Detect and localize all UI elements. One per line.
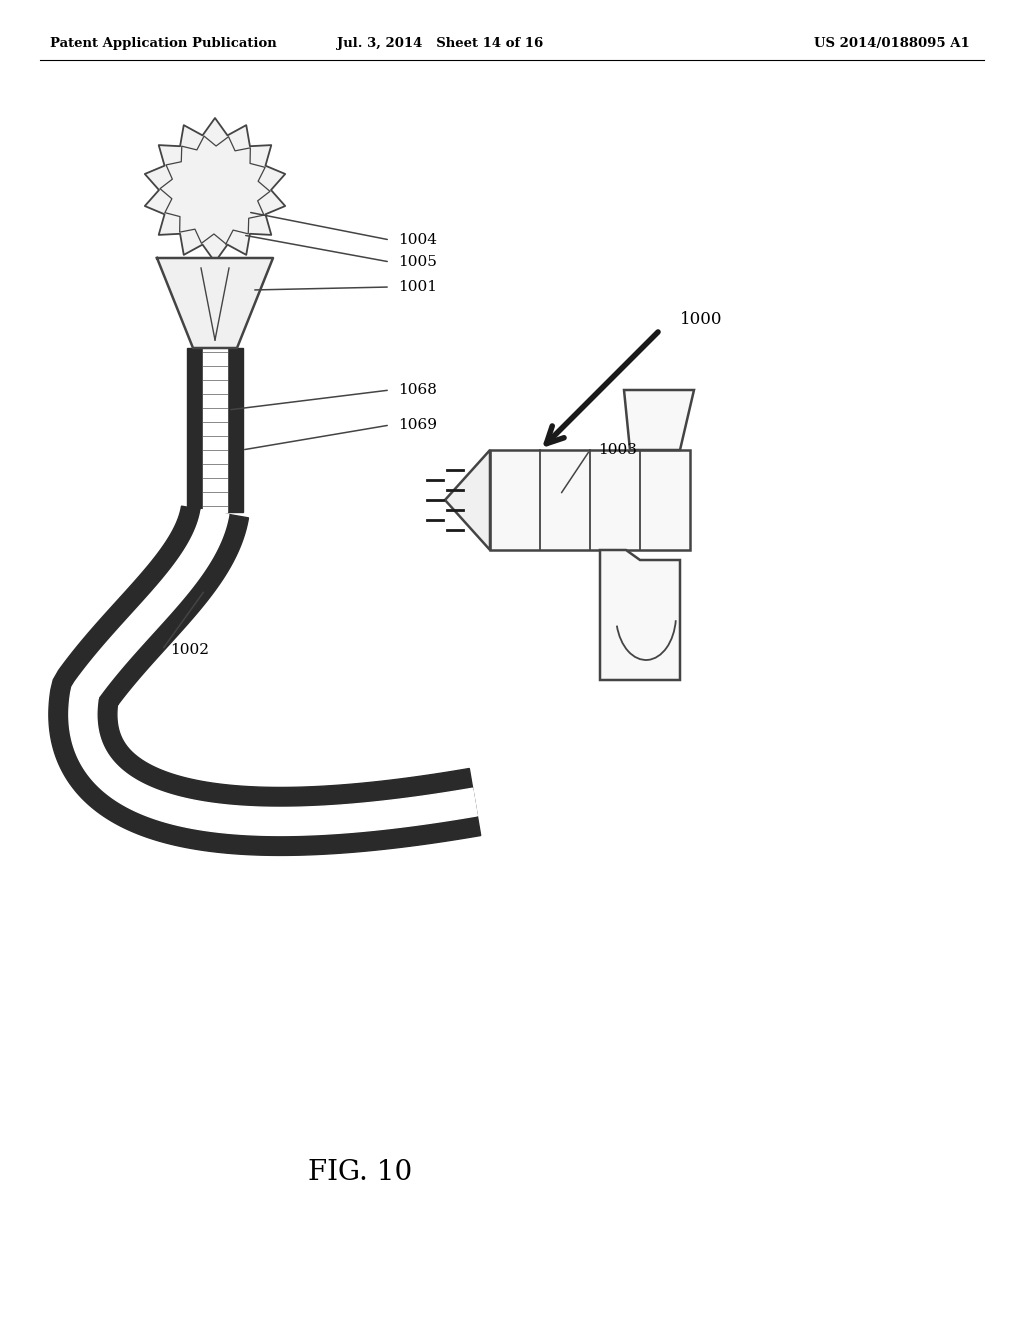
Text: 1002: 1002 [170, 643, 209, 657]
Polygon shape [144, 117, 286, 261]
Text: 1069: 1069 [398, 418, 437, 432]
Text: 1001: 1001 [398, 280, 437, 294]
Polygon shape [624, 389, 694, 450]
Text: 1068: 1068 [398, 383, 437, 397]
Polygon shape [600, 550, 680, 680]
Text: 1005: 1005 [398, 255, 437, 269]
Text: FIG. 10: FIG. 10 [308, 1159, 412, 1185]
Bar [203, 348, 227, 512]
Polygon shape [49, 506, 480, 855]
Polygon shape [157, 257, 273, 348]
Polygon shape [69, 510, 477, 836]
Text: Patent Application Publication: Patent Application Publication [50, 37, 276, 50]
Polygon shape [445, 450, 490, 550]
Bar [490, 450, 690, 550]
Text: 1000: 1000 [680, 312, 723, 329]
Text: 1004: 1004 [398, 234, 437, 247]
Text: 1003: 1003 [598, 444, 637, 457]
Text: Jul. 3, 2014   Sheet 14 of 16: Jul. 3, 2014 Sheet 14 of 16 [337, 37, 543, 50]
Bar [187, 348, 243, 512]
Text: US 2014/0188095 A1: US 2014/0188095 A1 [814, 37, 970, 50]
